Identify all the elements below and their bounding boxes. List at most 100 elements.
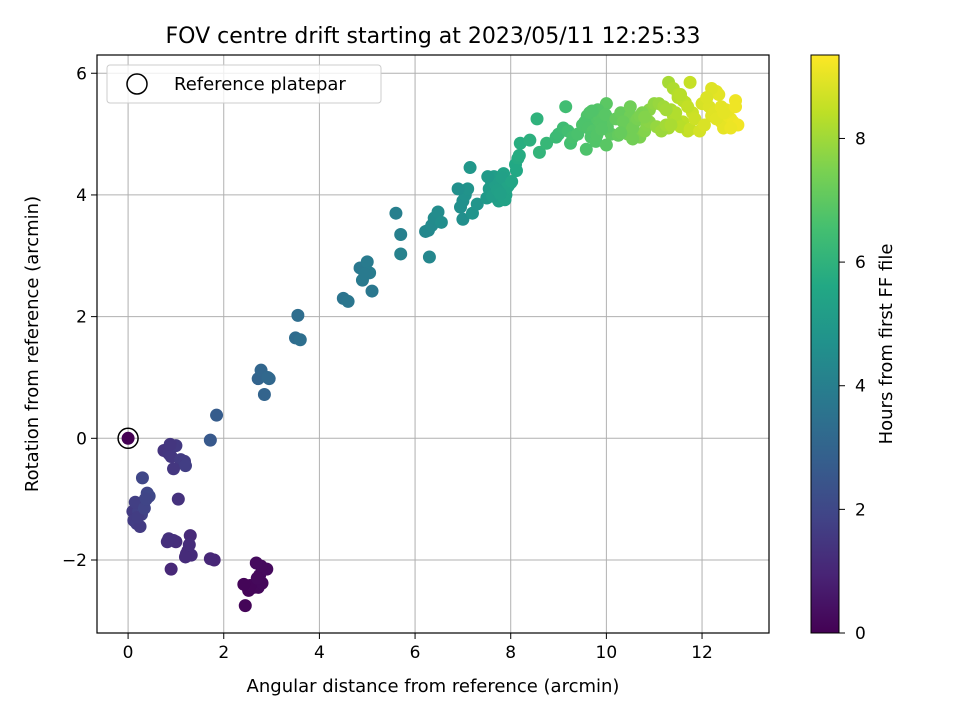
data-point: [512, 148, 526, 162]
colorbar-tick-label: 6: [855, 253, 866, 273]
data-point: [595, 122, 609, 136]
reference-platepar-marker: [117, 427, 139, 450]
data-point: [237, 577, 251, 591]
legend-label: Reference platepar: [174, 74, 346, 95]
x-tick-label: 2: [218, 643, 229, 663]
x-tick-label: 10: [596, 643, 618, 663]
data-point: [697, 118, 711, 132]
data-point: [203, 433, 217, 447]
y-tick-label: 0: [76, 429, 87, 449]
data-point: [481, 170, 495, 184]
y-tick-label: 4: [76, 186, 87, 206]
data-point: [131, 510, 145, 524]
plot-frame: [96, 54, 770, 634]
legend-box: [106, 64, 382, 104]
data-point: [139, 492, 153, 506]
data-point: [688, 112, 702, 126]
data-point: [451, 182, 465, 196]
data-point: [729, 100, 743, 114]
data-point: [121, 431, 135, 445]
data-point: [203, 552, 217, 566]
data-point: [394, 247, 408, 261]
y-tick-label: 6: [76, 64, 87, 84]
data-point: [683, 75, 697, 89]
colorbar-gradient: [810, 54, 840, 634]
data-point: [182, 538, 196, 552]
data-point: [171, 492, 185, 506]
data-point: [163, 437, 177, 451]
x-tick-label: 0: [123, 643, 134, 663]
y-axis-label: Rotation from reference (arcmin): [22, 196, 43, 492]
data-point: [341, 294, 355, 308]
y-axis-ticks: −2 0 2 4 6: [62, 64, 97, 571]
data-point: [135, 471, 149, 485]
data-point: [505, 175, 519, 189]
colorbar: 0 2 4 6 8 Hours from first FF file: [810, 54, 897, 644]
data-point: [250, 571, 264, 585]
data-point: [261, 370, 275, 384]
data-point: [456, 212, 470, 226]
data-point: [674, 88, 688, 102]
data-point: [616, 115, 630, 129]
data-point: [164, 562, 178, 576]
x-axis-ticks: 0 2 4 6 8 10 12: [123, 633, 713, 663]
colorbar-label: Hours from first FF file: [876, 244, 897, 445]
colorbar-tick-label: 8: [855, 129, 866, 149]
data-point: [530, 112, 544, 126]
x-tick-label: 6: [410, 643, 421, 663]
data-point: [249, 556, 263, 570]
data-point: [559, 100, 573, 114]
data-point: [389, 206, 403, 220]
y-tick-label: −2: [62, 551, 87, 571]
data-point: [724, 121, 738, 135]
data-point: [422, 250, 436, 264]
data-point: [365, 284, 379, 298]
data-point: [579, 142, 593, 156]
data-point: [431, 205, 445, 219]
data-point: [509, 164, 523, 178]
data-point: [293, 333, 307, 347]
data-point: [160, 535, 174, 549]
legend: Reference platepar: [106, 64, 382, 104]
data-point: [623, 100, 637, 114]
x-tick-label: 12: [691, 643, 713, 663]
data-point: [257, 387, 271, 401]
data-point: [614, 126, 628, 140]
data-point: [291, 308, 305, 322]
data-point: [461, 182, 475, 196]
data-point: [664, 118, 678, 132]
data-point: [599, 138, 613, 152]
colorbar-ticks: 0 2 4 6 8: [839, 129, 866, 644]
data-point: [681, 100, 695, 114]
data-point: [598, 108, 612, 122]
y-tick-label: 2: [76, 308, 87, 328]
data-point: [626, 132, 640, 146]
data-point: [178, 459, 192, 473]
data-point: [638, 110, 652, 124]
x-axis-label: Angular distance from reference (arcmin): [247, 676, 620, 697]
data-point: [394, 227, 408, 241]
data-point: [523, 133, 537, 147]
x-tick-label: 8: [505, 643, 516, 663]
data-point: [659, 103, 673, 117]
data-point: [358, 267, 372, 281]
data-point: [470, 197, 484, 211]
data-point: [360, 255, 374, 269]
data-point: [167, 462, 181, 476]
data-point: [238, 599, 252, 613]
data-point: [540, 136, 554, 150]
grid-lines: [97, 55, 769, 633]
data-point: [585, 104, 599, 118]
colorbar-tick-label: 2: [855, 500, 866, 520]
data-points: [121, 75, 745, 613]
data-point: [700, 91, 714, 105]
data-point: [434, 215, 448, 229]
data-point: [210, 408, 224, 422]
x-tick-label: 4: [314, 643, 325, 663]
data-point: [493, 187, 507, 201]
legend-marker-icon: [126, 73, 148, 95]
colorbar-tick-label: 4: [855, 377, 866, 397]
data-point: [178, 550, 192, 564]
data-point: [717, 106, 731, 120]
reference-marker: [117, 427, 139, 450]
